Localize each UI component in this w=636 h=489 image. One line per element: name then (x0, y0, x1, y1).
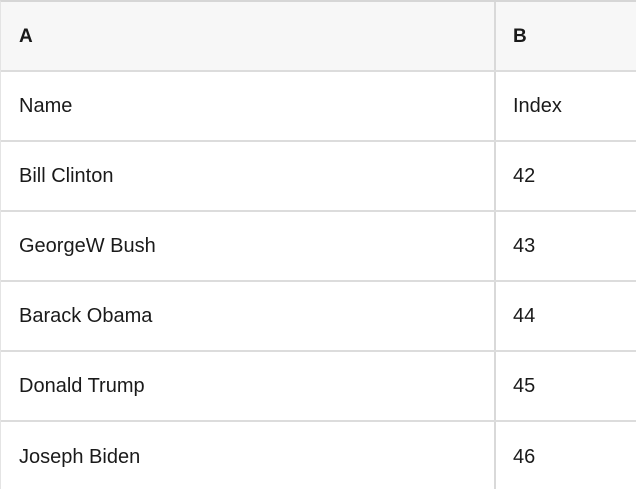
cell-b6-46[interactable]: 46 (513, 446, 536, 468)
column-header-a[interactable]: A (1, 2, 496, 70)
cell-b5-45[interactable]: 45 (513, 375, 536, 397)
cell-a5-donald-trump[interactable]: Donald Trump (1, 352, 496, 420)
cell-a3-georgew-bush[interactable]: GeorgeW Bush (1, 212, 496, 280)
column-header-b[interactable]: B (513, 25, 527, 47)
table-row: Barack Obama 44 (1, 282, 636, 352)
cell-a1-name[interactable]: Name (1, 72, 496, 140)
cell-b4-44[interactable]: 44 (513, 305, 536, 327)
cell-b1-index[interactable]: Index (513, 95, 562, 117)
table-row: GeorgeW Bush 43 (1, 212, 636, 282)
column-header-row: A B (1, 2, 636, 72)
table-row: Joseph Biden 46 (1, 422, 636, 489)
cell-b3-43[interactable]: 43 (513, 235, 536, 257)
table-row: Name Index (1, 72, 636, 142)
table-row: Bill Clinton 42 (1, 142, 636, 212)
table-row: Donald Trump 45 (1, 352, 636, 422)
cell-b2-42[interactable]: 42 (513, 165, 536, 187)
cell-a2-bill-clinton[interactable]: Bill Clinton (1, 142, 496, 210)
cell-a4-barack-obama[interactable]: Barack Obama (1, 282, 496, 350)
cell-a6-joseph-biden[interactable]: Joseph Biden (1, 422, 496, 489)
